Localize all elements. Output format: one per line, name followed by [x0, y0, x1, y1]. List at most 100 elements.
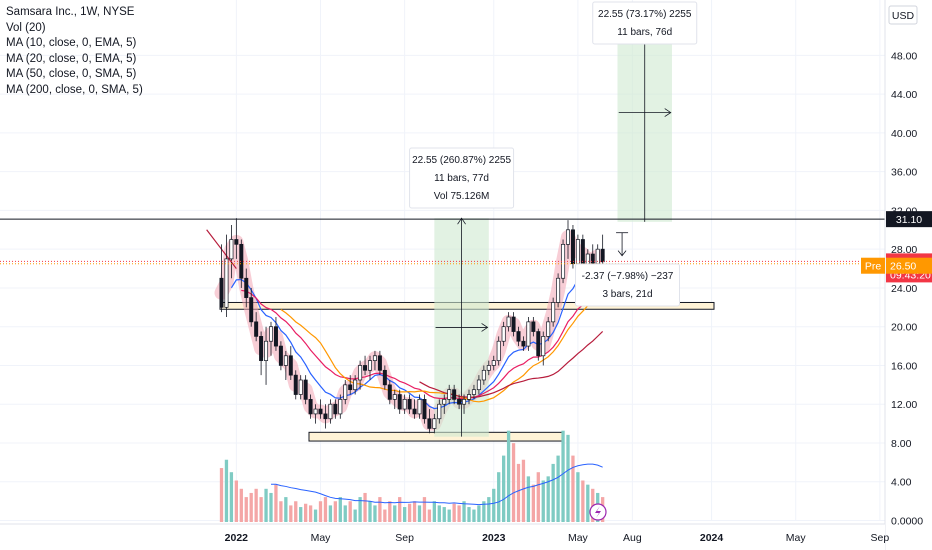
- candle: [308, 394, 313, 419]
- time-tick: 2023: [482, 532, 506, 544]
- candle-body-up: [471, 389, 476, 395]
- volume-bar: [531, 484, 535, 522]
- premarket-price-tag: [886, 257, 932, 274]
- candle-body-up: [546, 321, 551, 337]
- volume-bar: [412, 501, 417, 522]
- price-levels: [0, 218, 885, 265]
- volume-bar: [571, 455, 575, 522]
- candle-body-down: [531, 321, 536, 332]
- price-tick: 28.00: [891, 244, 917, 256]
- candle-body-up: [358, 365, 363, 381]
- candle-body-up: [417, 399, 422, 415]
- price-tick: 12.00: [891, 399, 917, 411]
- candle: [234, 218, 239, 259]
- candle: [412, 399, 417, 419]
- time-axis-bg: [0, 524, 885, 550]
- candle-body-up: [224, 258, 229, 308]
- candle: [358, 360, 363, 390]
- candle-body-down: [254, 321, 259, 337]
- candle-body-up: [447, 389, 452, 400]
- measure-label-box: [575, 263, 680, 307]
- measure-label-text: 3 bars, 21d: [602, 289, 652, 300]
- candle: [239, 239, 244, 288]
- volume-bar: [363, 492, 367, 522]
- volume-bar: [343, 505, 347, 522]
- price-tick: 16.00: [891, 360, 917, 372]
- volume-bar: [432, 501, 436, 522]
- candle-body-up: [541, 336, 546, 357]
- candle: [427, 409, 432, 434]
- candle-body-up: [486, 365, 491, 371]
- volume-bar: [492, 488, 496, 522]
- volume-ma-20: [270, 463, 603, 506]
- time-axis[interactable]: 2022 May Sep 2023 May Aug 2024 May Sep: [0, 523, 889, 550]
- measure-arrow-right: [481, 323, 489, 332]
- candle-body-up: [313, 408, 318, 415]
- candle-body-up: [556, 277, 561, 303]
- legend-ma-200[interactable]: MA (200, close, 0, SMA, 5): [6, 83, 143, 96]
- price-tick: 48.00: [891, 50, 917, 62]
- volume-bar: [219, 468, 224, 522]
- candle: [259, 331, 264, 376]
- volume-bar: [561, 430, 565, 522]
- volume-bar: [249, 492, 253, 522]
- candle-body-up: [442, 399, 447, 405]
- candle: [293, 370, 298, 400]
- candle-body-up: [437, 403, 442, 420]
- volume-bar: [477, 505, 481, 522]
- legend-title[interactable]: Samsara Inc., 1W, NYSE: [6, 6, 135, 18]
- volume-bar: [422, 497, 427, 522]
- candle: [471, 384, 476, 400]
- candle: [244, 268, 249, 308]
- time-tick: May: [786, 532, 807, 544]
- volume-bar: [417, 505, 422, 522]
- volume-bar: [244, 497, 248, 522]
- volume-bar: [576, 472, 580, 522]
- candle: [496, 336, 501, 366]
- volume-bar: [318, 501, 323, 522]
- candle: [407, 394, 412, 414]
- candle-body-down: [259, 336, 264, 361]
- price-tick: 44.00: [891, 89, 917, 101]
- legend-ma-10[interactable]: MA (10, close, 0, EMA, 5): [6, 37, 137, 49]
- candle-body-down: [457, 399, 462, 405]
- candle: [536, 328, 541, 361]
- legend-ma-20[interactable]: MA (20, close, 0, EMA, 5): [6, 52, 137, 65]
- currency-label: USD: [892, 10, 915, 22]
- level-price-tag: [886, 211, 932, 228]
- legend-ma-50[interactable]: MA (50, close, 0, SMA, 5): [6, 68, 137, 80]
- price-axis[interactable]: USD48.0044.0040.0036.0032.0028.0024.0020…: [861, 0, 932, 550]
- candle-body-down: [570, 229, 575, 265]
- candle: [343, 379, 348, 405]
- candle-body-down: [278, 345, 283, 366]
- legend-vol[interactable]: Vol (20): [6, 21, 46, 34]
- volume-bar: [462, 501, 466, 522]
- measure-label-text: 22.55 (73.17%) 2255: [598, 9, 692, 20]
- candle: [348, 375, 353, 395]
- volume-bar: [487, 497, 491, 522]
- volume-bar: [556, 455, 560, 522]
- indicator-legend: Samsara Inc., 1W, NYSE Vol (20) MA (10, …: [6, 5, 143, 98]
- volume-bar: [313, 509, 318, 522]
- volume-bar: [442, 507, 446, 522]
- candle: [303, 375, 308, 405]
- volume-bar: [328, 505, 333, 522]
- volume-bar: [274, 484, 278, 522]
- candle: [229, 224, 234, 279]
- volume-bar: [308, 505, 313, 522]
- candle-body-down: [412, 408, 417, 415]
- volume-bar: [497, 472, 501, 522]
- volume-bar: [521, 459, 526, 522]
- volume-bar: [581, 480, 585, 522]
- candle-body-up: [402, 399, 407, 410]
- candle: [501, 321, 506, 347]
- candle: [288, 346, 293, 380]
- time-tick: May: [311, 532, 332, 544]
- candle-body-down: [239, 243, 244, 279]
- candle: [254, 312, 259, 342]
- volume-bar: [368, 501, 372, 522]
- price-tick: 24.00: [891, 283, 917, 295]
- candle-body-down: [293, 374, 298, 395]
- candle: [338, 394, 343, 419]
